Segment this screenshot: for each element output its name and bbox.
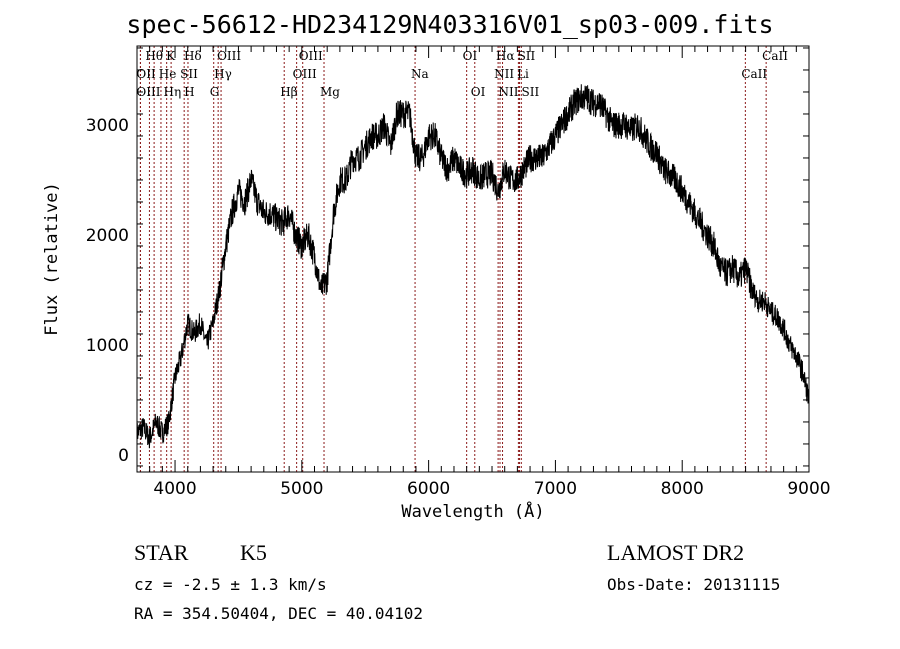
line-marker-label: OII <box>136 67 156 81</box>
survey-label: LAMOST DR2 <box>607 540 745 565</box>
line-marker-label: H <box>184 85 194 99</box>
line-marker-label: OI <box>471 85 486 99</box>
x-tick-label: 6000 <box>407 479 450 499</box>
line-marker-label: Li <box>517 67 529 81</box>
y-tick-label: 0 <box>118 446 129 466</box>
line-marker-label: Hη <box>163 85 181 99</box>
line-marker-label: Mg <box>320 85 340 99</box>
chart-title: spec-56612-HD234129N403316V01_sp03-009.f… <box>126 10 774 39</box>
line-marker-label: G <box>210 85 220 99</box>
y-tick-label: 2000 <box>86 226 129 246</box>
spectrum-line <box>136 84 810 449</box>
line-marker-label: Hβ <box>280 85 297 99</box>
x-axis-label: Wavelength (Å) <box>401 500 544 522</box>
line-marker-label: SII <box>522 85 540 99</box>
line-marker-label: Hα <box>496 49 515 63</box>
line-marker-label: CaII <box>762 49 788 63</box>
line-marker-label: K <box>166 49 176 63</box>
x-tick-label: 7000 <box>534 479 577 499</box>
y-tick-label: 1000 <box>86 336 129 356</box>
line-marker-label: Na <box>411 67 429 81</box>
line-marker-label: NII <box>494 67 514 81</box>
line-marker-label: SII <box>518 49 536 63</box>
object-subclass: K5 <box>240 540 267 565</box>
line-marker-label: He <box>159 67 177 81</box>
line-marker-label: Hθ <box>145 49 163 63</box>
line-marker-label: NII <box>499 85 519 99</box>
object-class: STAR <box>134 540 189 565</box>
line-marker-label: OIII <box>299 49 323 63</box>
y-axis-label: Flux (relative) <box>42 182 62 336</box>
axes-frame <box>136 45 810 473</box>
line-marker-label: OIII <box>136 85 160 99</box>
line-marker-label: OI <box>463 49 478 63</box>
line-marker-label: SII <box>180 67 198 81</box>
line-marker-label: Hδ <box>184 49 202 63</box>
coordinates: RA = 354.50404, DEC = 40.04102 <box>134 604 423 623</box>
line-marker-label: OIII <box>217 49 241 63</box>
line-marker-label: CaII <box>741 67 767 81</box>
x-tick-label: 4000 <box>153 479 196 499</box>
x-tick-label: 5000 <box>280 479 323 499</box>
obs-date: Obs-Date: 20131115 <box>607 575 781 594</box>
y-tick-label: 3000 <box>86 116 129 136</box>
redshift-text: cz = -2.5 ± 1.3 km/s <box>134 575 327 594</box>
line-marker-label: Hγ <box>214 67 232 81</box>
x-tick-label: 9000 <box>787 479 830 499</box>
line-marker-label: OIII <box>293 67 317 81</box>
x-tick-label: 8000 <box>661 479 704 499</box>
